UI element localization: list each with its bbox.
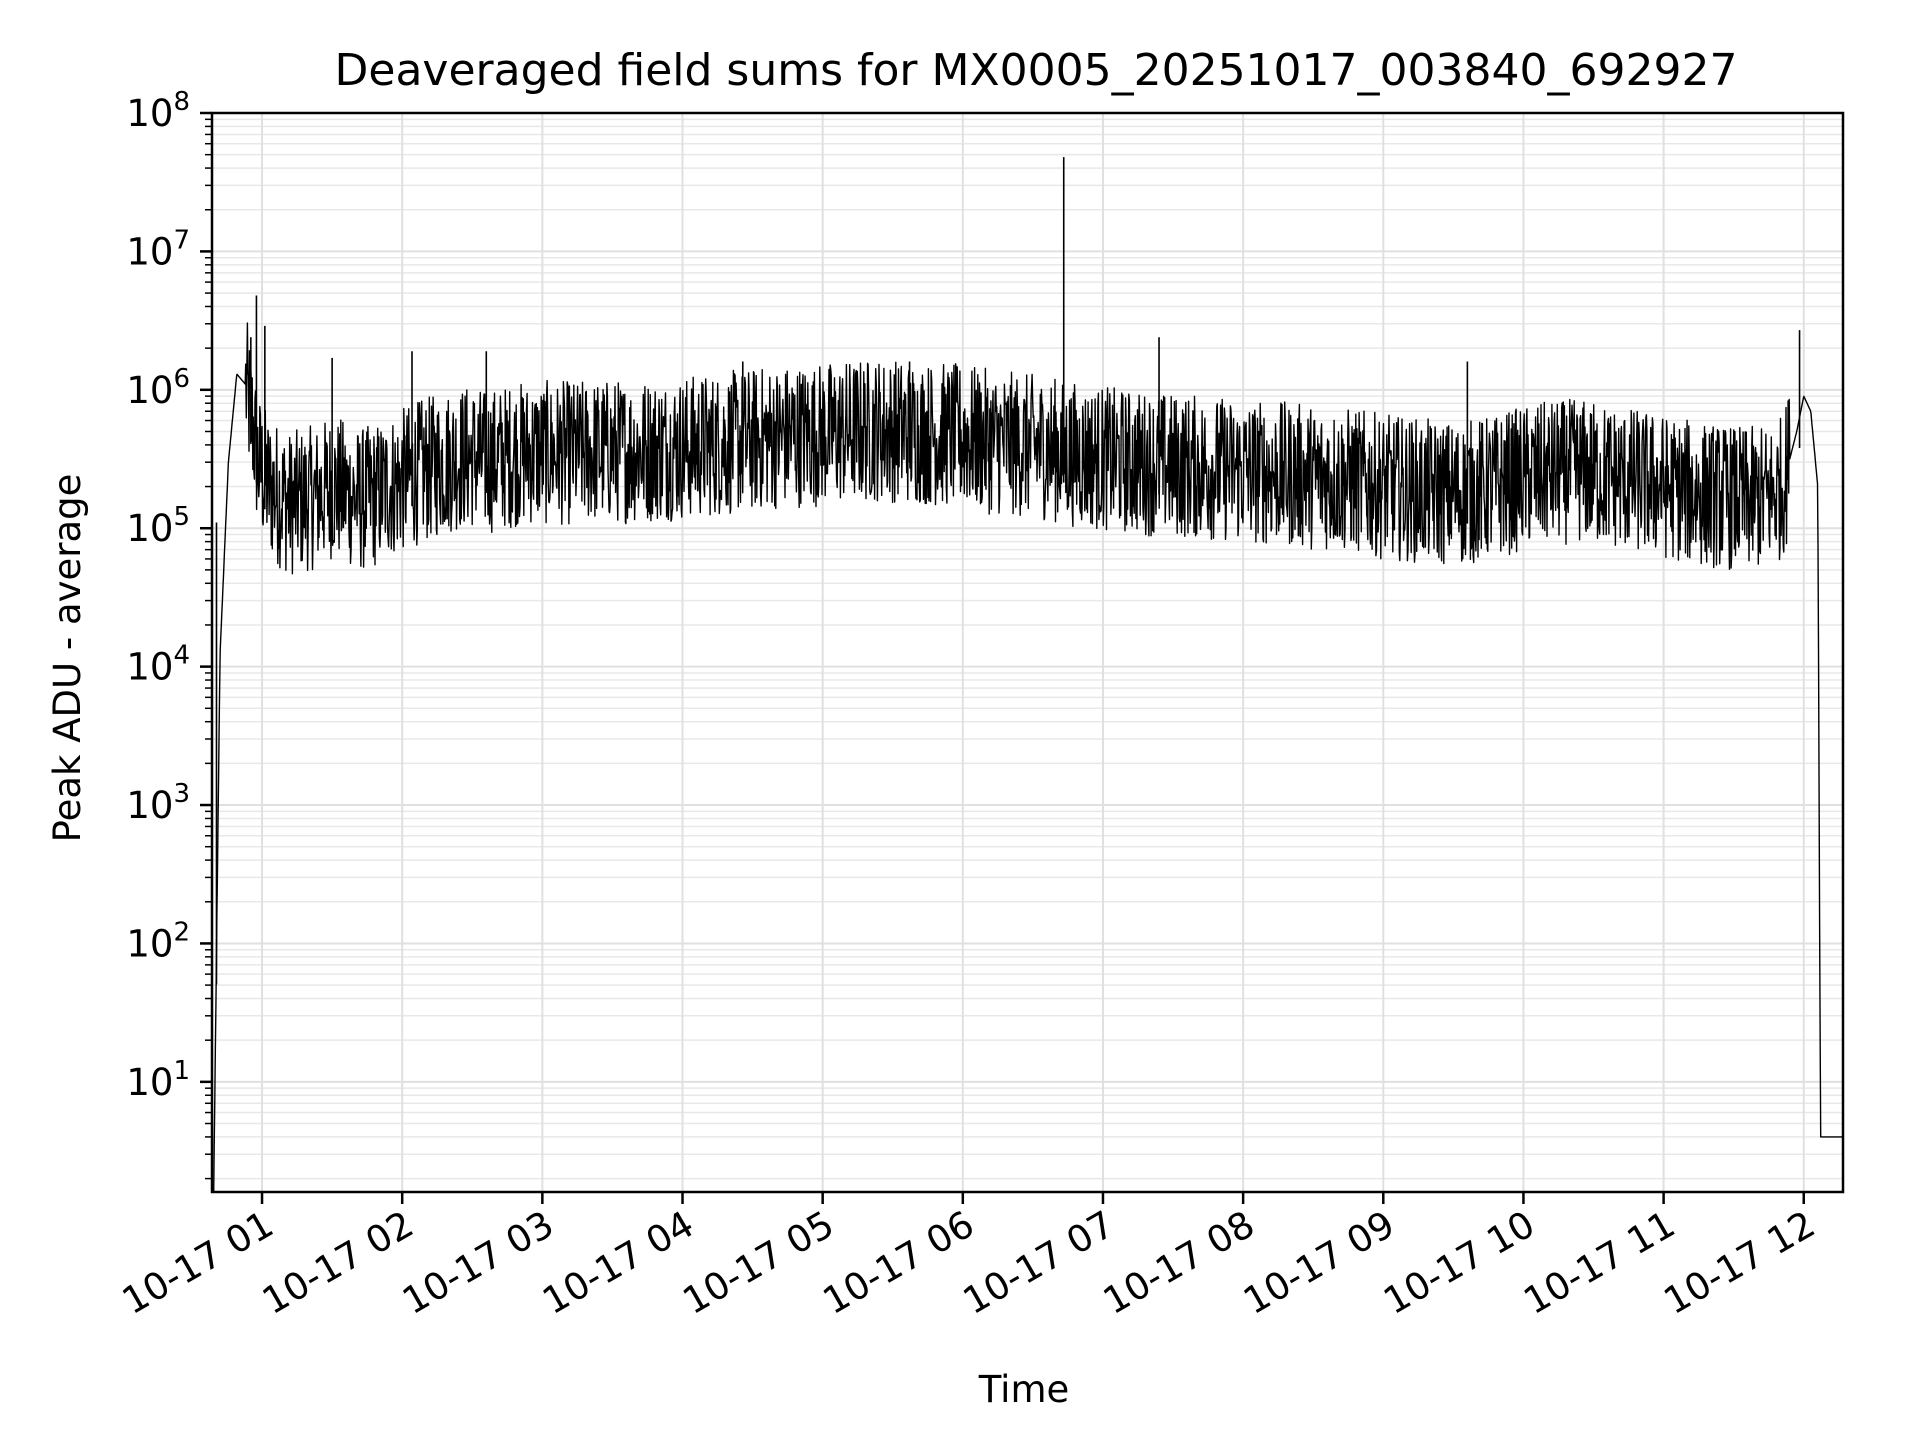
y-tick-exponent: 8 [173, 87, 190, 117]
spike-group [215, 157, 1801, 985]
series-group [213, 157, 1844, 1193]
major-grid [212, 112, 1843, 1192]
plot-frame [210, 111, 1845, 1194]
y-tick-base: 10 [126, 922, 173, 965]
series-line [213, 322, 1844, 1193]
x-tick-label: 10-17 10 [1376, 1203, 1542, 1323]
y-tick-label: 104 [126, 641, 190, 689]
y-tick-base: 10 [126, 646, 173, 689]
y-axis-label: Peak ADU - average [46, 474, 89, 843]
y-tick-exponent: 7 [173, 225, 190, 255]
y-tick-base: 10 [126, 230, 173, 273]
x-tick-label: 10-17 11 [1517, 1203, 1683, 1323]
x-tick-label: 10-17 06 [816, 1203, 982, 1323]
y-tick-exponent: 4 [173, 641, 190, 671]
y-tick-base: 10 [126, 507, 173, 550]
x-tick-label: 10-17 08 [1096, 1203, 1262, 1323]
y-tick-exponent: 5 [173, 502, 190, 532]
y-tick-label: 105 [126, 502, 190, 550]
minor-grid [212, 118, 1843, 1180]
x-axis-label: Time [978, 1368, 1070, 1411]
x-tick-label: 10-17 02 [255, 1203, 421, 1323]
x-tick-label: 10-17 05 [676, 1203, 842, 1323]
y-tick-exponent: 3 [173, 779, 190, 809]
x-tick-label: 10-17 09 [1236, 1203, 1402, 1323]
x-tick-label: 10-17 12 [1657, 1203, 1823, 1323]
y-tick-exponent: 2 [173, 917, 190, 947]
chart-title: Deaveraged field sums for MX0005_2025101… [335, 45, 1738, 96]
y-tick-base: 10 [126, 369, 173, 412]
x-tick-label: 10-17 03 [395, 1203, 561, 1323]
y-tick-label: 107 [126, 225, 190, 273]
x-tick-label: 10-17 07 [956, 1203, 1122, 1323]
x-tick-label: 10-17 04 [535, 1203, 701, 1323]
y-tick-label: 101 [126, 1056, 190, 1104]
y-tick-base: 10 [126, 784, 173, 827]
y-tick-exponent: 6 [173, 364, 190, 394]
y-tick-label: 102 [126, 917, 190, 965]
y-tick-label: 103 [126, 779, 190, 827]
y-tick-exponent: 1 [173, 1056, 190, 1086]
y-tick-label: 106 [126, 364, 190, 412]
y-tick-base: 10 [126, 92, 173, 135]
x-tick-label: 10-17 01 [115, 1203, 281, 1323]
y-tick-label: 108 [126, 87, 190, 135]
y-tick-base: 10 [126, 1061, 173, 1104]
